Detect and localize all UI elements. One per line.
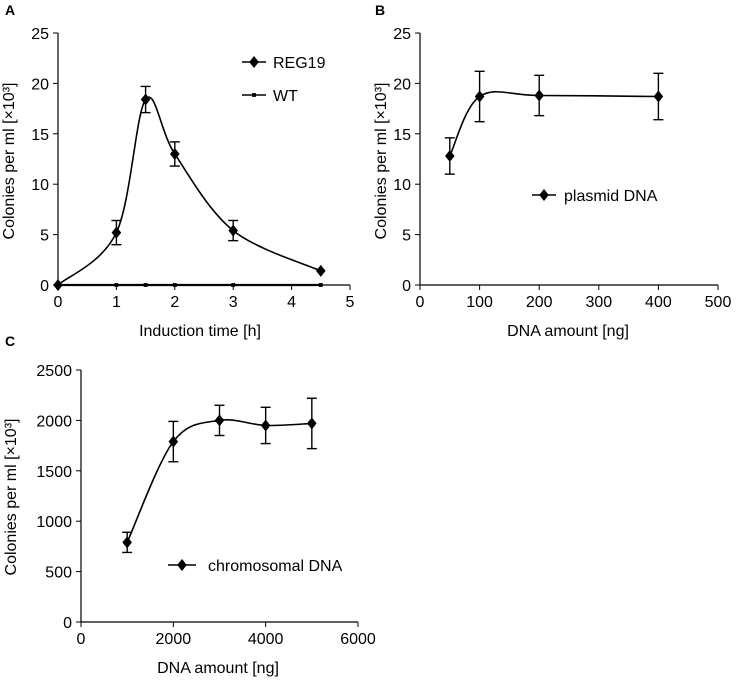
data-point xyxy=(445,149,455,162)
x-tick-label: 0 xyxy=(416,294,425,311)
x-tick-label: 0 xyxy=(77,631,86,648)
y-tick-label: 0 xyxy=(63,615,72,632)
series-chromosomal-dna xyxy=(122,397,317,554)
x-tick-label: 100 xyxy=(466,294,493,311)
legend-marker xyxy=(539,189,549,201)
data-point xyxy=(111,226,122,239)
data-point xyxy=(260,419,271,432)
x-tick-label: 4000 xyxy=(248,631,284,648)
panel-letter: B xyxy=(375,2,385,18)
x-tick-label: 1 xyxy=(112,294,121,311)
legend-label: plasmid DNA xyxy=(564,188,658,205)
legend-entry: REG19 xyxy=(242,55,326,72)
data-point xyxy=(318,283,323,287)
data-point xyxy=(172,283,177,287)
data-point xyxy=(307,417,317,430)
y-tick-label: 500 xyxy=(45,565,72,582)
series-plasmid-dna xyxy=(444,70,664,175)
y-tick-label: 5 xyxy=(402,228,411,245)
x-tick-label: 2 xyxy=(170,294,179,311)
series-reg19 xyxy=(53,85,326,291)
y-tick-label: 25 xyxy=(31,26,49,43)
legend-label: REG19 xyxy=(273,55,326,72)
x-tick-label: 6000 xyxy=(340,631,376,648)
panel-letter: A xyxy=(5,2,15,18)
legend-marker xyxy=(177,559,187,571)
legend-marker xyxy=(252,93,256,97)
data-point xyxy=(474,90,485,103)
x-tick-label: 0 xyxy=(54,294,63,311)
y-tick-label: 15 xyxy=(393,127,411,144)
x-tick-label: 2000 xyxy=(156,631,192,648)
legend-marker xyxy=(249,56,259,68)
data-point xyxy=(170,147,180,160)
data-point xyxy=(56,283,60,287)
data-point xyxy=(122,536,132,549)
data-point xyxy=(316,264,326,277)
series-line xyxy=(57,96,322,286)
data-point xyxy=(140,93,151,106)
x-tick-label: 400 xyxy=(645,294,672,311)
chart-panel-a: A 0 1 2 3 4 5 0 5 10 15 20 25 Induction time [h] Colon… xyxy=(1,2,355,340)
legend-label: chromosomal DNA xyxy=(208,558,343,575)
y-axis-label: Colonies per ml [×10³] xyxy=(373,83,390,240)
y-tick-label: 15 xyxy=(31,127,49,144)
series-line xyxy=(449,90,659,157)
y-tick-label: 20 xyxy=(31,76,49,93)
chart-panel-c: C 0 2000 4000 6000 0 500 1000 1500 2000 2500 DNA am… xyxy=(3,333,376,677)
y-tick-label: 1000 xyxy=(36,514,72,531)
legend-label: WT xyxy=(273,88,298,105)
data-point xyxy=(653,90,664,103)
x-tick-label: 4 xyxy=(287,294,296,311)
y-tick-label: 0 xyxy=(40,278,49,295)
legend-entry: WT xyxy=(242,88,298,105)
y-tick-label: 2500 xyxy=(36,363,72,380)
y-tick-label: 0 xyxy=(402,278,411,295)
x-axis-label: DNA amount [ng] xyxy=(157,660,279,677)
series-wt xyxy=(56,283,323,287)
y-axis-label: Colonies per ml [×10³] xyxy=(3,419,20,576)
x-tick-label: 500 xyxy=(705,294,732,311)
x-tick-label: 300 xyxy=(585,294,612,311)
x-axis-label: Induction time [h] xyxy=(139,323,261,340)
data-point xyxy=(534,89,544,102)
legend-entry: chromosomal DNA xyxy=(168,558,343,575)
y-tick-label: 5 xyxy=(40,228,49,245)
y-tick-label: 1500 xyxy=(36,464,72,481)
data-point xyxy=(143,283,148,287)
data-point xyxy=(114,283,119,287)
y-tick-label: 25 xyxy=(393,26,411,43)
y-tick-label: 20 xyxy=(393,76,411,93)
x-tick-label: 200 xyxy=(526,294,553,311)
data-point xyxy=(228,224,238,237)
data-point xyxy=(214,414,225,427)
chart-panel-b: B 0 100 200 300 400 500 0 5 10 15 20 25 DNA amount [n… xyxy=(373,2,731,340)
y-tick-label: 2000 xyxy=(36,413,72,430)
x-tick-label: 3 xyxy=(229,294,238,311)
x-axis-label: DNA amount [ng] xyxy=(507,323,629,340)
legend-entry: plasmid DNA xyxy=(532,188,658,205)
panel-letter: C xyxy=(5,333,15,349)
data-point xyxy=(168,435,179,448)
data-point xyxy=(231,283,236,287)
y-axis-label: Colonies per ml [×10³] xyxy=(1,83,18,240)
y-tick-label: 10 xyxy=(393,177,411,194)
x-tick-label: 5 xyxy=(346,294,355,311)
y-tick-label: 10 xyxy=(31,177,49,194)
series-line xyxy=(126,419,312,543)
